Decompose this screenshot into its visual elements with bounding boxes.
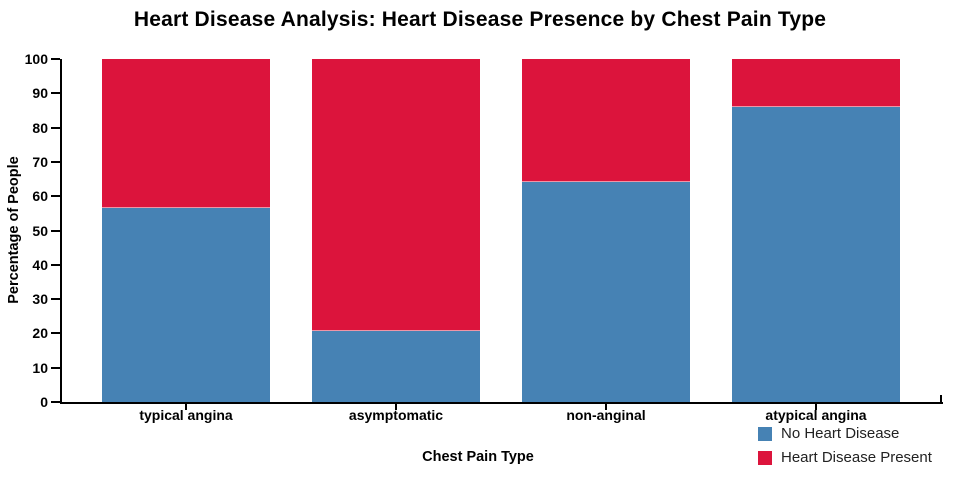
y-axis-tick-label: 80 [32,119,48,136]
y-axis-tick-label: 50 [32,222,48,239]
y-axis-tick-label: 10 [32,359,48,376]
y-axis-tick [51,58,60,60]
y-axis-tick [51,160,60,163]
bar-segment-heart-disease-present [312,59,480,331]
x-axis-title: Chest Pain Type [422,449,534,465]
y-axis-tick [51,332,60,335]
legend-swatch-icon [758,426,772,441]
bar-segment-no-heart-disease [312,330,480,402]
y-axis-tick [51,126,60,129]
x-axis-tick [395,404,397,410]
x-axis-tick [185,404,187,410]
chart-title: Heart Disease Analysis: Heart Disease Pr… [133,8,827,31]
legend-item: No Heart Disease [758,425,932,442]
y-axis-tick [51,92,60,95]
y-axis-line [60,59,62,404]
x-axis-category-label: asymptomatic [348,407,444,423]
y-axis-tick-label: 30 [32,291,48,308]
y-axis-tick-label: 60 [32,188,48,205]
x-axis-end-tick [940,395,942,404]
x-axis-category-label: non-anginal [566,407,646,423]
y-axis-tick [51,229,60,232]
y-axis-tick [51,366,60,369]
y-axis-tick-label: 100 [24,51,48,67]
y-axis-tick [51,263,60,266]
bar-segment-heart-disease-present [522,59,690,183]
bar-segment-heart-disease-present [102,59,270,209]
x-axis-tick [815,404,817,410]
y-axis-tick-label: 40 [32,256,48,273]
bar-segment-no-heart-disease [732,107,900,402]
legend-item: Heart Disease Present [758,449,932,466]
legend-label: No Heart Disease [781,425,900,442]
y-axis-tick [51,298,60,301]
y-axis-tick-label: 90 [32,85,48,102]
x-axis-tick [605,404,607,410]
x-axis-line [60,402,943,404]
x-axis-category-label: atypical angina [765,407,867,423]
y-axis-tick-label: 70 [32,153,48,170]
x-axis-category-label: typical angina [139,407,233,423]
y-axis-tick [51,195,60,198]
bar-segment-heart-disease-present [732,59,900,108]
bar-segment-no-heart-disease [102,208,270,402]
y-axis-tick [51,401,60,403]
legend-label: Heart Disease Present [781,449,932,466]
legend-swatch-icon [758,450,772,465]
bar-segment-no-heart-disease [522,182,690,402]
legend: No Heart Disease Heart Disease Present [758,425,932,474]
y-axis-tick-label: 0 [40,394,48,410]
y-axis-tick-label: 20 [32,325,48,342]
